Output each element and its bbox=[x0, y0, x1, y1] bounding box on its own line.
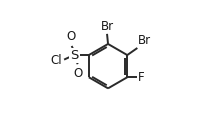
Text: Br: Br bbox=[138, 34, 151, 48]
Text: F: F bbox=[138, 71, 144, 84]
Text: O: O bbox=[73, 67, 83, 80]
Text: O: O bbox=[66, 31, 76, 43]
Text: S: S bbox=[70, 49, 79, 62]
Text: Br: Br bbox=[100, 20, 114, 33]
Text: Cl: Cl bbox=[51, 54, 62, 67]
